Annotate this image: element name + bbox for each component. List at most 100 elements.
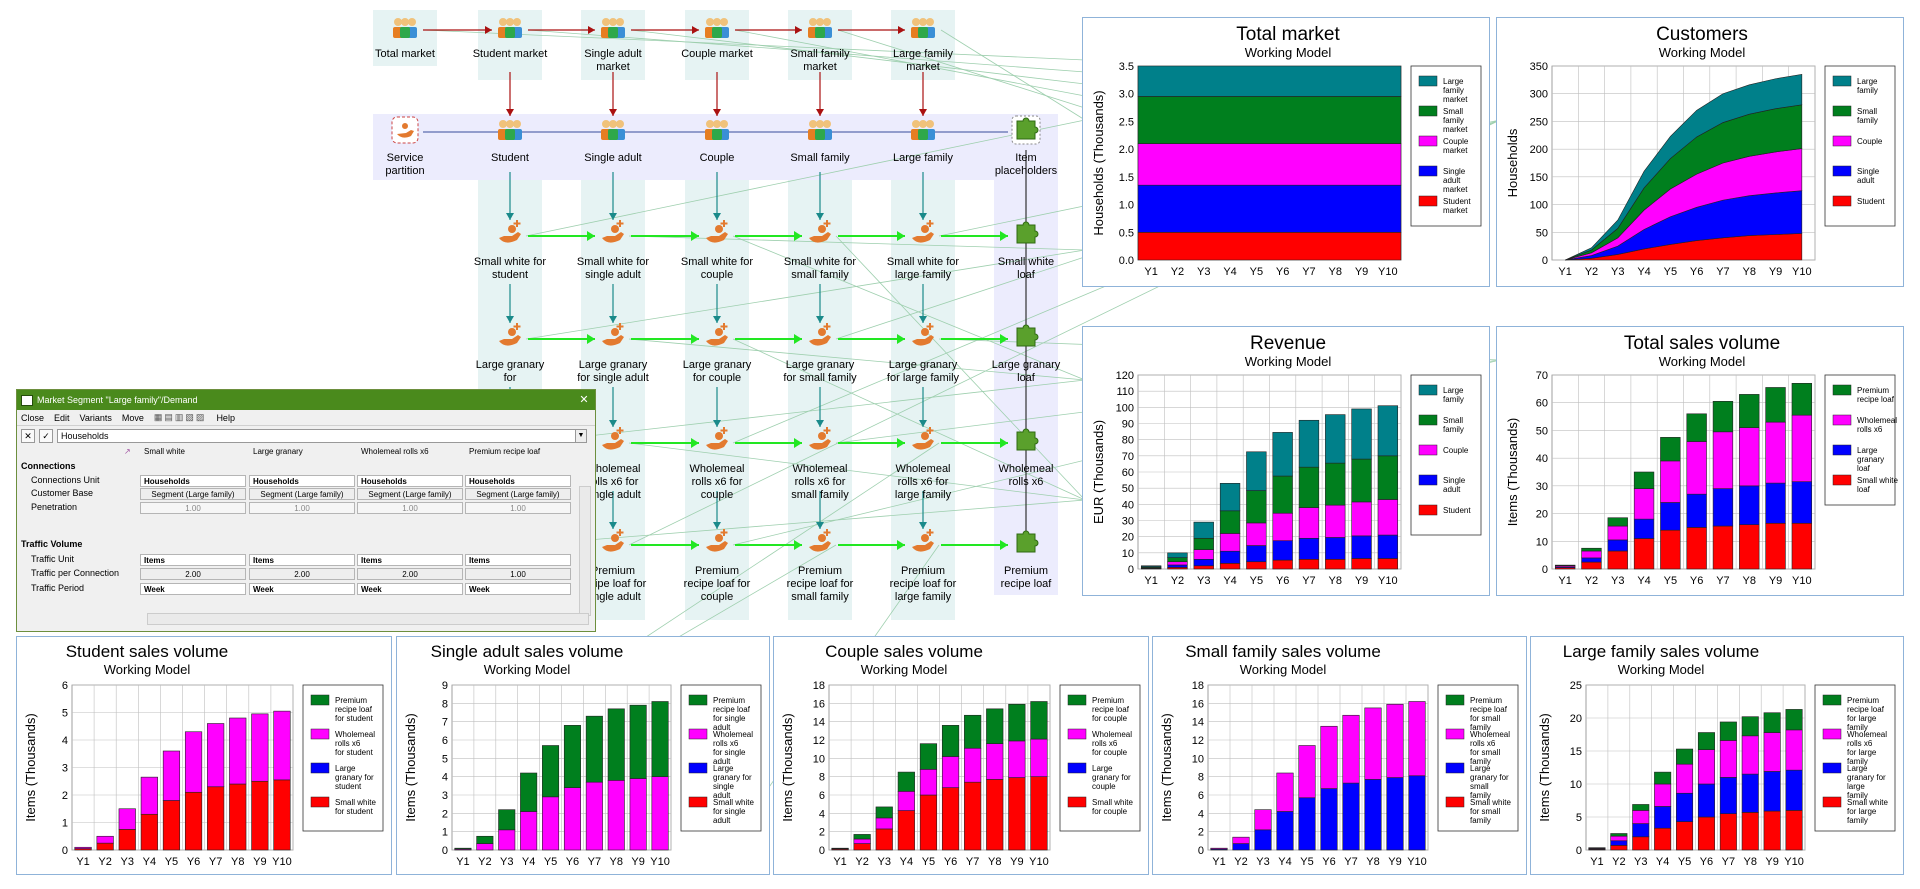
legend-label: Small white for large family bbox=[1847, 798, 1888, 825]
bar-segment bbox=[1342, 714, 1360, 784]
bar-segment bbox=[1246, 545, 1267, 563]
bar-segment bbox=[273, 710, 291, 781]
horizontal-scrollbar[interactable] bbox=[147, 613, 589, 625]
bar-segment bbox=[875, 828, 893, 851]
confirm-icon[interactable]: ✓ bbox=[39, 429, 53, 443]
menu-edit[interactable]: Edit bbox=[54, 412, 70, 423]
bar-segment bbox=[1697, 732, 1715, 750]
item-label: Wholemeal rolls x6 bbox=[998, 463, 1054, 488]
legend-label-line: for student bbox=[335, 714, 374, 723]
measure-selector[interactable]: Households ▼ bbox=[57, 429, 587, 443]
cell-customer-base[interactable]: Segment (Large family) bbox=[140, 488, 246, 500]
legend-swatch bbox=[688, 694, 708, 706]
legend-swatch bbox=[1067, 762, 1087, 774]
chart-panel-single-adult-sales-volume[interactable]: Single adult sales volume Working Model 0 1… bbox=[396, 636, 770, 875]
cell-penetration[interactable]: 1.00 bbox=[357, 502, 463, 514]
cell-traffic-per-connection[interactable]: 2.00 bbox=[249, 568, 355, 580]
y-tick-label: 10 bbox=[1536, 536, 1548, 548]
bar-segment bbox=[1351, 458, 1372, 503]
cell-penetration[interactable]: 1.00 bbox=[140, 502, 246, 514]
cell-traffic-period[interactable]: Week bbox=[465, 583, 571, 595]
toolbar-icons[interactable]: ▦▤▥▧▨ bbox=[153, 412, 207, 422]
chart-panel-small-family-sales-volume[interactable]: Small family sales volume Working Model 0 2… bbox=[1152, 636, 1527, 875]
cell-traffic-unit[interactable]: Items bbox=[357, 554, 463, 566]
vertical-scrollbar[interactable] bbox=[579, 486, 591, 616]
cell-traffic-period[interactable]: Week bbox=[140, 583, 246, 595]
chart-panel-customers[interactable]: Customers Working Model 0 50 100 150 200 250 300… bbox=[1496, 17, 1904, 287]
cell-penetration[interactable]: 1.00 bbox=[465, 502, 571, 514]
cell-traffic-per-connection[interactable]: 2.00 bbox=[140, 568, 246, 580]
cell-traffic-per-connection[interactable]: 2.00 bbox=[357, 568, 463, 580]
row-label-connections-unit: Connections Unit bbox=[31, 475, 100, 485]
chevron-down-icon[interactable]: ▼ bbox=[575, 430, 586, 442]
bar-segment bbox=[1272, 559, 1293, 570]
bar-segment bbox=[1763, 771, 1781, 812]
legend-label-line: Wholemeal bbox=[1857, 416, 1897, 425]
arrow-icon bbox=[609, 420, 617, 427]
bar-segment bbox=[1351, 558, 1372, 570]
menu-close[interactable]: Close bbox=[21, 412, 45, 423]
legend-label-line: family bbox=[1857, 116, 1878, 125]
y-tick-label: 50 bbox=[1536, 227, 1548, 239]
bar-segment bbox=[1719, 777, 1737, 814]
market-segment-dialog[interactable]: Market Segment "Large family"/Demand ✕ C… bbox=[16, 389, 596, 632]
cell-traffic-unit[interactable]: Items bbox=[465, 554, 571, 566]
cell-traffic-unit[interactable]: Items bbox=[140, 554, 246, 566]
cell-traffic-period[interactable]: Week bbox=[249, 583, 355, 595]
chart-panel-large-family-sales-volume[interactable]: Large family sales volume Working Model 0 5… bbox=[1530, 636, 1904, 875]
bar-segment bbox=[1686, 527, 1707, 570]
x-tick-label: Y5 bbox=[165, 856, 178, 868]
bar-segment bbox=[1167, 557, 1188, 563]
dialog-titlebar[interactable]: Market Segment "Large family"/Demand ✕ bbox=[17, 390, 595, 410]
cell-connections-unit[interactable]: Households bbox=[140, 475, 246, 487]
chart-panel-student-sales-volume[interactable]: Student sales volume Working Model 0 1 2 3 4 5 6… bbox=[16, 636, 392, 875]
cell-connections-unit[interactable]: Households bbox=[357, 475, 463, 487]
legend-swatch bbox=[1832, 105, 1852, 117]
legend-label: Premium recipe loaf for student bbox=[335, 696, 374, 723]
legend-swatch bbox=[1832, 384, 1852, 396]
x-tick-label: Y8 bbox=[1329, 266, 1342, 278]
chart-panel-revenue[interactable]: Revenue Working Model 0 10 20 30 40 50 60 70 80 90 1… bbox=[1082, 326, 1490, 596]
bar-segment bbox=[1246, 561, 1267, 570]
cancel-icon[interactable]: ✕ bbox=[21, 429, 35, 443]
legend-swatch bbox=[1418, 504, 1438, 516]
y-tick-label: 6 bbox=[819, 790, 825, 802]
chart-panel-total-market[interactable]: Total market Working Model 0.0 0.5 1.0 1.5 2.0… bbox=[1082, 17, 1490, 287]
cell-connections-unit[interactable]: Households bbox=[465, 475, 571, 487]
people-icon bbox=[808, 18, 832, 38]
cell-traffic-period[interactable]: Week bbox=[357, 583, 463, 595]
cell-traffic-per-connection[interactable]: 1.00 bbox=[465, 568, 571, 580]
bar-segment bbox=[1676, 821, 1694, 851]
y-tick-label: 16 bbox=[1192, 698, 1204, 710]
arrow-icon bbox=[692, 26, 699, 34]
cell-penetration[interactable]: 1.00 bbox=[249, 502, 355, 514]
arrow-icon bbox=[795, 26, 802, 34]
y-tick-label: 5 bbox=[62, 708, 68, 720]
bar-segment bbox=[1741, 735, 1759, 775]
chart-subtitle: Working Model bbox=[1659, 354, 1746, 369]
cell-connections-unit[interactable]: Households bbox=[249, 475, 355, 487]
cell-customer-base[interactable]: Segment (Large family) bbox=[249, 488, 355, 500]
legend-label-line: Premium bbox=[335, 696, 367, 705]
cell-customer-base[interactable]: Segment (Large family) bbox=[465, 488, 571, 500]
close-icon[interactable]: ✕ bbox=[579, 394, 589, 406]
cell-traffic-unit[interactable]: Items bbox=[249, 554, 355, 566]
chart-panel-total-sales-volume[interactable]: Total sales volume Working Model 0 10 20 30 40… bbox=[1496, 326, 1904, 596]
legend-label-line: Wholemeal bbox=[1470, 730, 1510, 739]
legend-label: Large granary for large family bbox=[1847, 764, 1886, 800]
menu-variants[interactable]: Variants bbox=[79, 412, 112, 423]
cell-customer-base[interactable]: Segment (Large family) bbox=[357, 488, 463, 500]
chart-panel-couple-sales-volume[interactable]: Couple sales volume Working Model 0 2 4 6 8 10 1… bbox=[773, 636, 1149, 875]
y-tick-label: 2 bbox=[1198, 827, 1204, 839]
bar-segment bbox=[1739, 394, 1760, 428]
x-tick-label: Y8 bbox=[231, 856, 244, 868]
bar-segment bbox=[140, 776, 158, 815]
legend-swatch bbox=[1445, 694, 1465, 706]
dialog-selector-bar: ✕ ✓ Households ▼ bbox=[17, 425, 595, 446]
bar-segment bbox=[273, 779, 291, 851]
menu-help[interactable]: Help bbox=[216, 412, 235, 423]
link-icon[interactable]: ↗ bbox=[124, 447, 131, 456]
menu-move[interactable]: Move bbox=[121, 412, 144, 423]
y-tick-label: 70 bbox=[1536, 370, 1548, 382]
y-tick-label: 40 bbox=[1536, 453, 1548, 465]
